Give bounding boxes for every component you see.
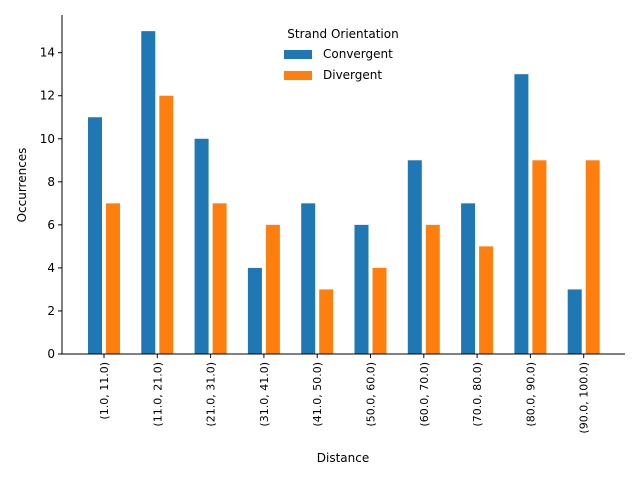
x-tick-label: (21.0, 31.0) [205, 362, 218, 427]
y-tick-label: 6 [47, 218, 55, 232]
bar-convergent-4 [301, 203, 316, 354]
x-tick-label: (31.0, 41.0) [258, 362, 271, 427]
bar-convergent-0 [88, 117, 102, 354]
bar-convergent-1 [141, 31, 156, 355]
bar-divergent-5 [372, 267, 387, 354]
bar-convergent-9 [567, 289, 582, 354]
bar-convergent-5 [354, 224, 369, 354]
bar-convergent-7 [461, 203, 476, 354]
legend-swatch-divergent [284, 71, 312, 80]
x-tick-label: (1.0, 11.0) [98, 362, 111, 420]
bar-divergent-8 [532, 160, 547, 354]
y-tick-label: 2 [47, 304, 55, 318]
legend-title: Strand Orientation [287, 27, 398, 41]
y-tick-label: 10 [40, 132, 55, 146]
bars-layer [88, 31, 600, 355]
y-tick-label: 8 [47, 175, 55, 189]
x-ticks: (1.0, 11.0) (11.0, 21.0) (21.0, 31.0) (31.0… [98, 354, 591, 434]
x-tick-label: (60.0, 70.0) [418, 362, 431, 427]
legend: Strand Orientation Convergent Divergent [284, 27, 399, 82]
legend-label-convergent: Convergent [323, 47, 393, 61]
y-tick-label: 14 [40, 46, 55, 60]
bar-convergent-3 [247, 267, 262, 354]
x-tick-label: (70.0, 80.0) [471, 362, 484, 427]
x-axis-label: Distance [317, 451, 369, 465]
legend-label-divergent: Divergent [323, 68, 382, 82]
y-tick-label: 4 [47, 261, 55, 275]
y-axis-label: Occurrences [15, 148, 29, 223]
bar-divergent-6 [425, 224, 440, 354]
bar-convergent-2 [194, 138, 209, 354]
bar-divergent-9 [585, 160, 600, 354]
y-tick-label: 0 [47, 347, 55, 361]
y-ticks: 0 2 4 6 8 10 12 14 [40, 46, 62, 361]
x-tick-label: (50.0, 60.0) [365, 362, 378, 427]
x-tick-label: (90.0, 100.0) [578, 362, 591, 434]
bar-divergent-1 [159, 95, 174, 354]
legend-swatch-convergent [284, 50, 312, 59]
bar-convergent-8 [514, 74, 529, 354]
x-tick-label: (80.0, 90.0) [524, 362, 537, 427]
bar-divergent-3 [265, 224, 280, 354]
bar-divergent-0 [106, 203, 120, 354]
bar-divergent-4 [319, 289, 334, 354]
y-tick-label: 12 [40, 89, 55, 103]
x-tick-label: (11.0, 21.0) [151, 362, 164, 427]
x-tick-label: (41.0, 50.0) [311, 362, 324, 427]
bar-convergent-6 [407, 160, 422, 354]
bar-divergent-7 [479, 246, 494, 354]
axes-layer [61, 15, 625, 355]
bar-divergent-2 [212, 203, 227, 354]
